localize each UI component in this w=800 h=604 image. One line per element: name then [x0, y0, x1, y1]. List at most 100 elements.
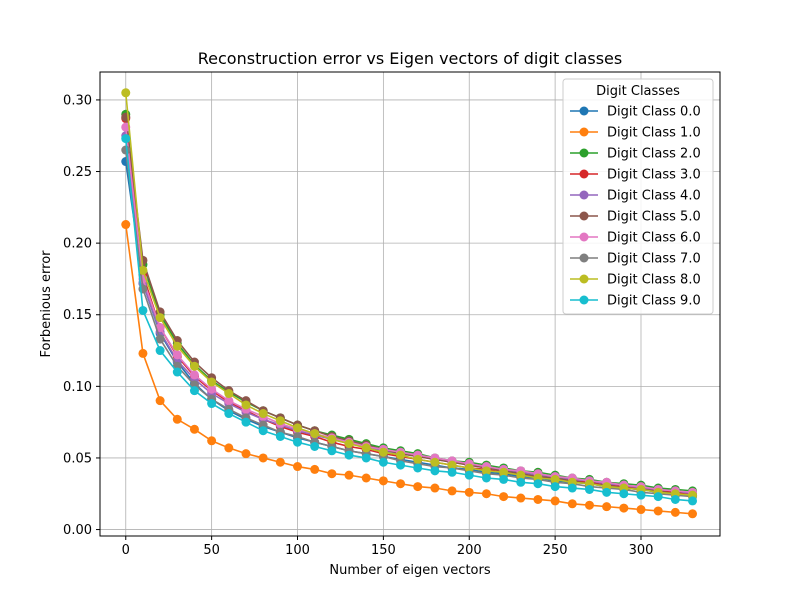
- x-tick-label: 0: [122, 543, 130, 558]
- data-point: [275, 457, 285, 467]
- data-point: [121, 220, 131, 230]
- data-point: [533, 494, 543, 504]
- data-point: [207, 377, 217, 387]
- data-point: [447, 467, 457, 477]
- data-point: [172, 414, 182, 424]
- legend-entry: Digit Class 0.0: [607, 105, 701, 120]
- data-point: [413, 482, 423, 492]
- data-point: [293, 423, 303, 433]
- data-point: [378, 476, 388, 486]
- series-group: [121, 88, 698, 500]
- data-point: [172, 341, 182, 351]
- data-point: [481, 473, 491, 483]
- data-point: [653, 506, 663, 516]
- data-point: [155, 313, 165, 323]
- legend-entry: Digit Class 3.0: [607, 168, 701, 183]
- data-point: [310, 429, 320, 439]
- data-point: [241, 449, 251, 459]
- data-point: [258, 453, 268, 463]
- data-point: [688, 496, 698, 506]
- series-line: [124, 149, 693, 498]
- x-tick-label: 300: [629, 543, 654, 558]
- data-point: [172, 350, 182, 360]
- data-point: [275, 431, 285, 441]
- data-point: [327, 469, 337, 479]
- data-point: [653, 492, 663, 502]
- legend-entry: Digit Class 1.0: [607, 126, 701, 141]
- data-point: [275, 416, 285, 426]
- data-point: [344, 439, 354, 449]
- data-point: [155, 334, 165, 344]
- data-point: [361, 473, 371, 483]
- data-point: [584, 500, 594, 510]
- series-line: [124, 127, 693, 494]
- data-point: [207, 399, 217, 409]
- legend-entry: Digit Class 6.0: [607, 231, 701, 246]
- data-point: [550, 482, 560, 492]
- data-point: [361, 443, 371, 453]
- data-point: [224, 396, 234, 406]
- legend-title: Digit Classes: [596, 84, 680, 99]
- data-point: [430, 466, 440, 476]
- legend-marker: [579, 169, 589, 179]
- data-point: [138, 265, 148, 275]
- data-point: [430, 457, 440, 467]
- data-point: [619, 489, 629, 499]
- data-point: [310, 441, 320, 451]
- y-tick-label: 0.15: [63, 308, 92, 323]
- data-point: [516, 493, 526, 503]
- data-point: [293, 437, 303, 447]
- data-point: [499, 492, 509, 502]
- data-point: [464, 487, 474, 497]
- legend-marker: [579, 148, 589, 158]
- data-point: [481, 466, 491, 476]
- data-point: [207, 436, 217, 446]
- data-point: [189, 361, 199, 371]
- data-point: [121, 122, 131, 132]
- data-point: [189, 370, 199, 380]
- legend-entry: Digit Class 2.0: [607, 147, 701, 162]
- data-point: [344, 450, 354, 460]
- data-point: [378, 457, 388, 467]
- series-group: [121, 220, 698, 519]
- data-point: [138, 305, 148, 315]
- data-point: [636, 490, 646, 500]
- legend-marker: [579, 253, 589, 263]
- data-point: [258, 409, 268, 419]
- data-point: [499, 467, 509, 477]
- legend-entry: Digit Class 5.0: [607, 210, 701, 225]
- x-tick-label: 150: [371, 543, 396, 558]
- y-tick-label: 0.30: [63, 93, 92, 108]
- legend-marker: [579, 106, 589, 116]
- data-point: [499, 474, 509, 484]
- data-point: [413, 454, 423, 464]
- data-point: [224, 389, 234, 399]
- data-point: [189, 424, 199, 434]
- x-tick-label: 200: [457, 543, 482, 558]
- data-point: [464, 470, 474, 480]
- data-point: [121, 134, 131, 144]
- legend-marker: [579, 232, 589, 242]
- legend-marker: [579, 211, 589, 221]
- y-tick-label: 0.25: [63, 165, 92, 180]
- data-point: [602, 502, 612, 512]
- data-point: [430, 483, 440, 493]
- data-point: [516, 477, 526, 487]
- data-point: [189, 386, 199, 396]
- legend-marker: [579, 295, 589, 305]
- data-point: [688, 509, 698, 519]
- data-point: [567, 483, 577, 493]
- series-line: [124, 138, 693, 502]
- data-point: [550, 496, 560, 506]
- legend-marker: [579, 190, 589, 200]
- data-point: [155, 323, 165, 333]
- x-axis-label: Number of eigen vectors: [329, 563, 490, 578]
- data-point: [121, 145, 131, 155]
- data-point: [378, 447, 388, 457]
- data-point: [396, 460, 406, 470]
- data-point: [619, 503, 629, 513]
- data-point: [584, 484, 594, 494]
- data-point: [310, 464, 320, 474]
- data-point: [361, 453, 371, 463]
